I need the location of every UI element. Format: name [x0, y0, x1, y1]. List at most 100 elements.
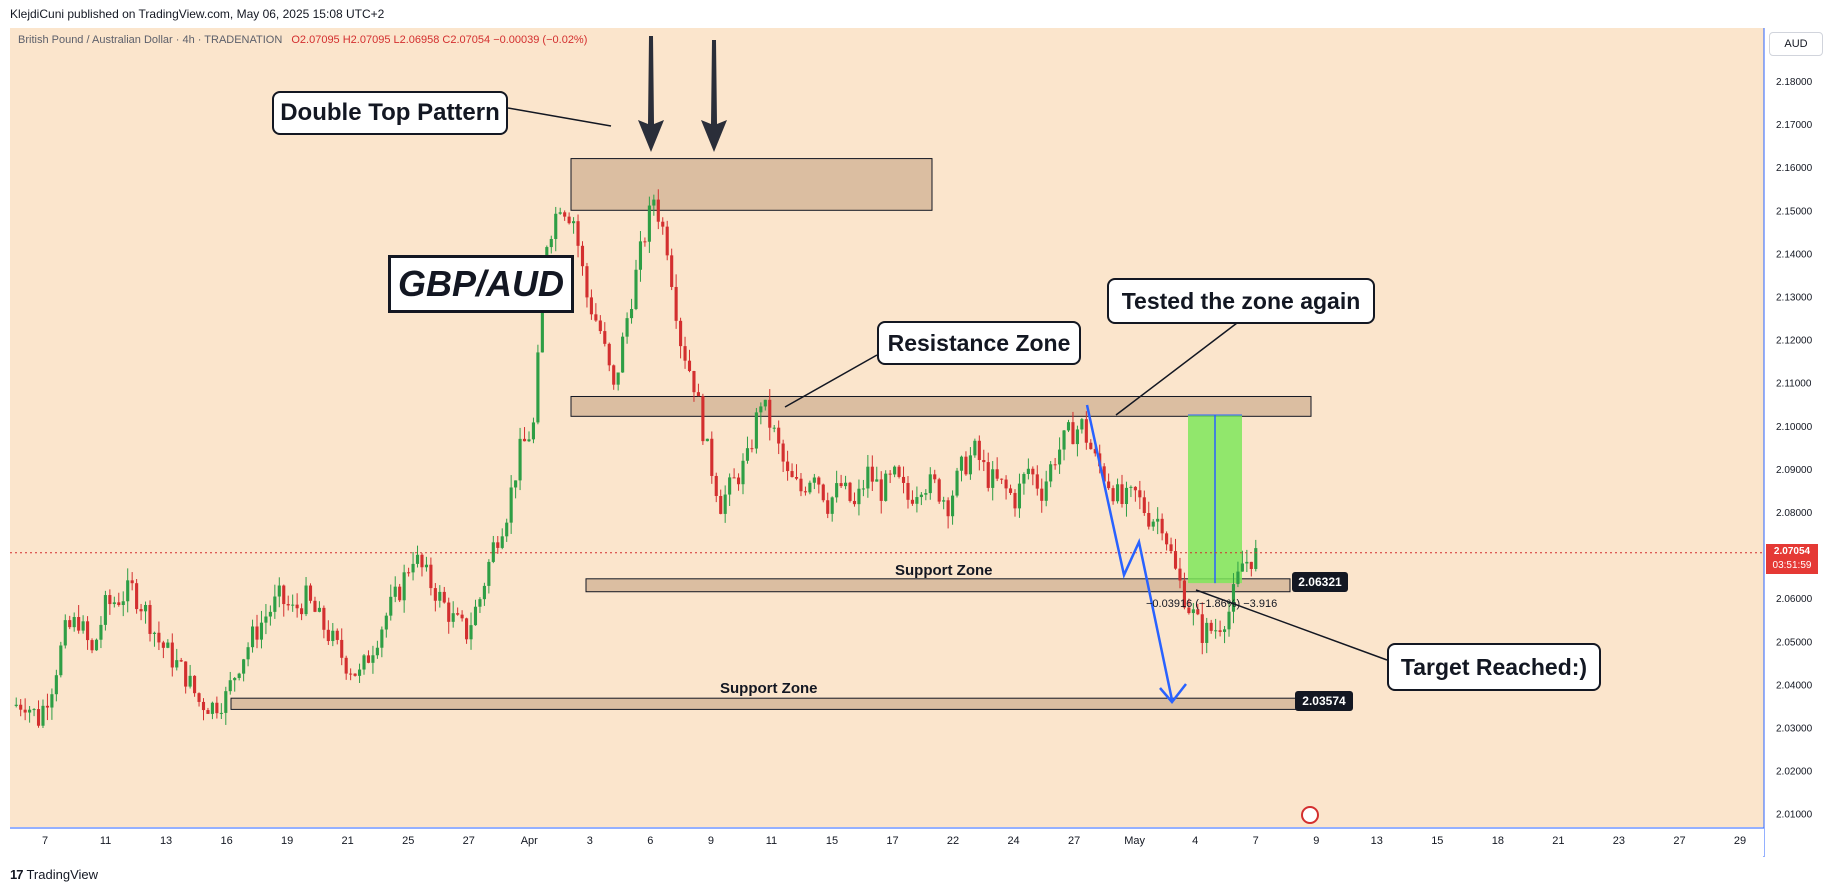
candle-body — [893, 466, 897, 475]
candle-body — [197, 693, 201, 702]
candle-body — [246, 647, 250, 660]
price-tick-label: 2.17000 — [1776, 120, 1813, 131]
time-tick-label: 23 — [1613, 835, 1625, 847]
candle-body — [643, 241, 647, 243]
candle-body — [1080, 419, 1084, 430]
candle-body — [1196, 609, 1200, 615]
candle-body — [282, 585, 286, 605]
candle-body — [433, 588, 437, 601]
candle-body — [558, 212, 562, 214]
tested-callout[interactable]: Tested the zone again — [1107, 278, 1375, 324]
candle-body — [1236, 571, 1240, 585]
candle-body — [808, 482, 812, 493]
candle-body — [152, 632, 157, 634]
candle-body — [447, 602, 451, 622]
candle-body — [90, 640, 94, 651]
candle-body — [175, 660, 179, 668]
candle-body — [473, 606, 478, 626]
candle-body — [714, 475, 718, 496]
candle-body — [68, 620, 72, 628]
candle-body — [888, 473, 892, 475]
candle-body — [295, 604, 299, 609]
candle-body — [1111, 488, 1115, 502]
candle-body — [1053, 464, 1057, 466]
candle-body — [866, 466, 870, 489]
projection-path — [1085, 404, 1174, 701]
target-callout[interactable]: Target Reached:) — [1387, 643, 1601, 691]
candle-body — [763, 399, 767, 407]
double-top-label: Double Top Pattern — [280, 99, 500, 126]
candle-body — [647, 205, 651, 242]
candle-body — [839, 483, 843, 487]
candle-body — [1254, 548, 1258, 569]
tested-label: Tested the zone again — [1121, 287, 1361, 314]
candle-body — [1000, 478, 1004, 480]
candle-body — [384, 615, 388, 630]
candle-body — [549, 239, 553, 248]
candle-body — [901, 476, 906, 483]
time-tick-label: 6 — [647, 835, 653, 847]
candle-body — [1227, 611, 1231, 630]
candle-body — [665, 226, 669, 256]
candle-body — [973, 440, 977, 456]
candle-body — [1240, 563, 1244, 572]
time-tick-label: 27 — [1673, 835, 1685, 847]
candle-body — [870, 466, 874, 482]
candle-body — [250, 626, 255, 648]
candle-body — [567, 216, 571, 224]
candle-body — [1129, 486, 1133, 488]
candle-body — [683, 346, 687, 361]
candle-body — [411, 563, 415, 573]
candle-body — [710, 438, 714, 476]
candle-body — [848, 482, 852, 501]
tradingview-logo[interactable]: 17 TradingView — [10, 867, 98, 882]
candle-body — [424, 564, 428, 568]
candle-body — [656, 199, 660, 222]
candle-body — [585, 266, 589, 298]
candle-body — [126, 580, 130, 602]
currency-button[interactable]: AUD — [1769, 32, 1823, 56]
candle-body — [1142, 497, 1146, 514]
candle-body — [206, 710, 210, 714]
candle-body — [554, 213, 558, 240]
resistance-callout[interactable]: Resistance Zone — [877, 321, 1081, 365]
footer — [0, 857, 1835, 891]
time-tick-label: 19 — [281, 835, 293, 847]
candle-body — [224, 691, 228, 713]
last-price: 2.07054 — [1773, 546, 1811, 557]
candle-body — [803, 491, 807, 493]
candle-body — [255, 626, 259, 640]
candle-body — [1022, 474, 1026, 484]
candle-body — [393, 586, 397, 597]
double-top-callout[interactable]: Double Top Pattern — [272, 91, 508, 135]
candle-body — [326, 629, 330, 642]
candle-body — [741, 460, 745, 485]
candle-body — [1231, 584, 1236, 612]
pair-title-box[interactable]: GBP/AUD — [388, 255, 574, 313]
candle-body — [794, 477, 799, 479]
candle-body — [148, 604, 152, 634]
support-lower-price-tag: 2.03574 — [1295, 691, 1353, 711]
candle-body — [375, 647, 379, 656]
candle-body — [986, 462, 990, 488]
candle-body — [638, 241, 643, 270]
candle-body — [94, 639, 99, 651]
candle-body — [1089, 442, 1093, 450]
candle-body — [237, 673, 241, 678]
candle-body — [1035, 474, 1039, 489]
candle-body — [491, 542, 495, 562]
candle-body — [964, 456, 968, 475]
candle-body — [59, 645, 63, 676]
candle-body — [233, 677, 237, 681]
candle-body — [509, 487, 513, 523]
time-tick-label: 4 — [1192, 835, 1198, 847]
candle-body — [852, 500, 857, 505]
candle-body — [652, 199, 656, 206]
candle-body — [670, 255, 674, 287]
candle-body — [1205, 622, 1209, 643]
candle-body — [210, 702, 214, 714]
price-tick-label: 2.12000 — [1776, 336, 1813, 347]
candle-body — [357, 669, 362, 676]
candle-body — [143, 604, 148, 612]
